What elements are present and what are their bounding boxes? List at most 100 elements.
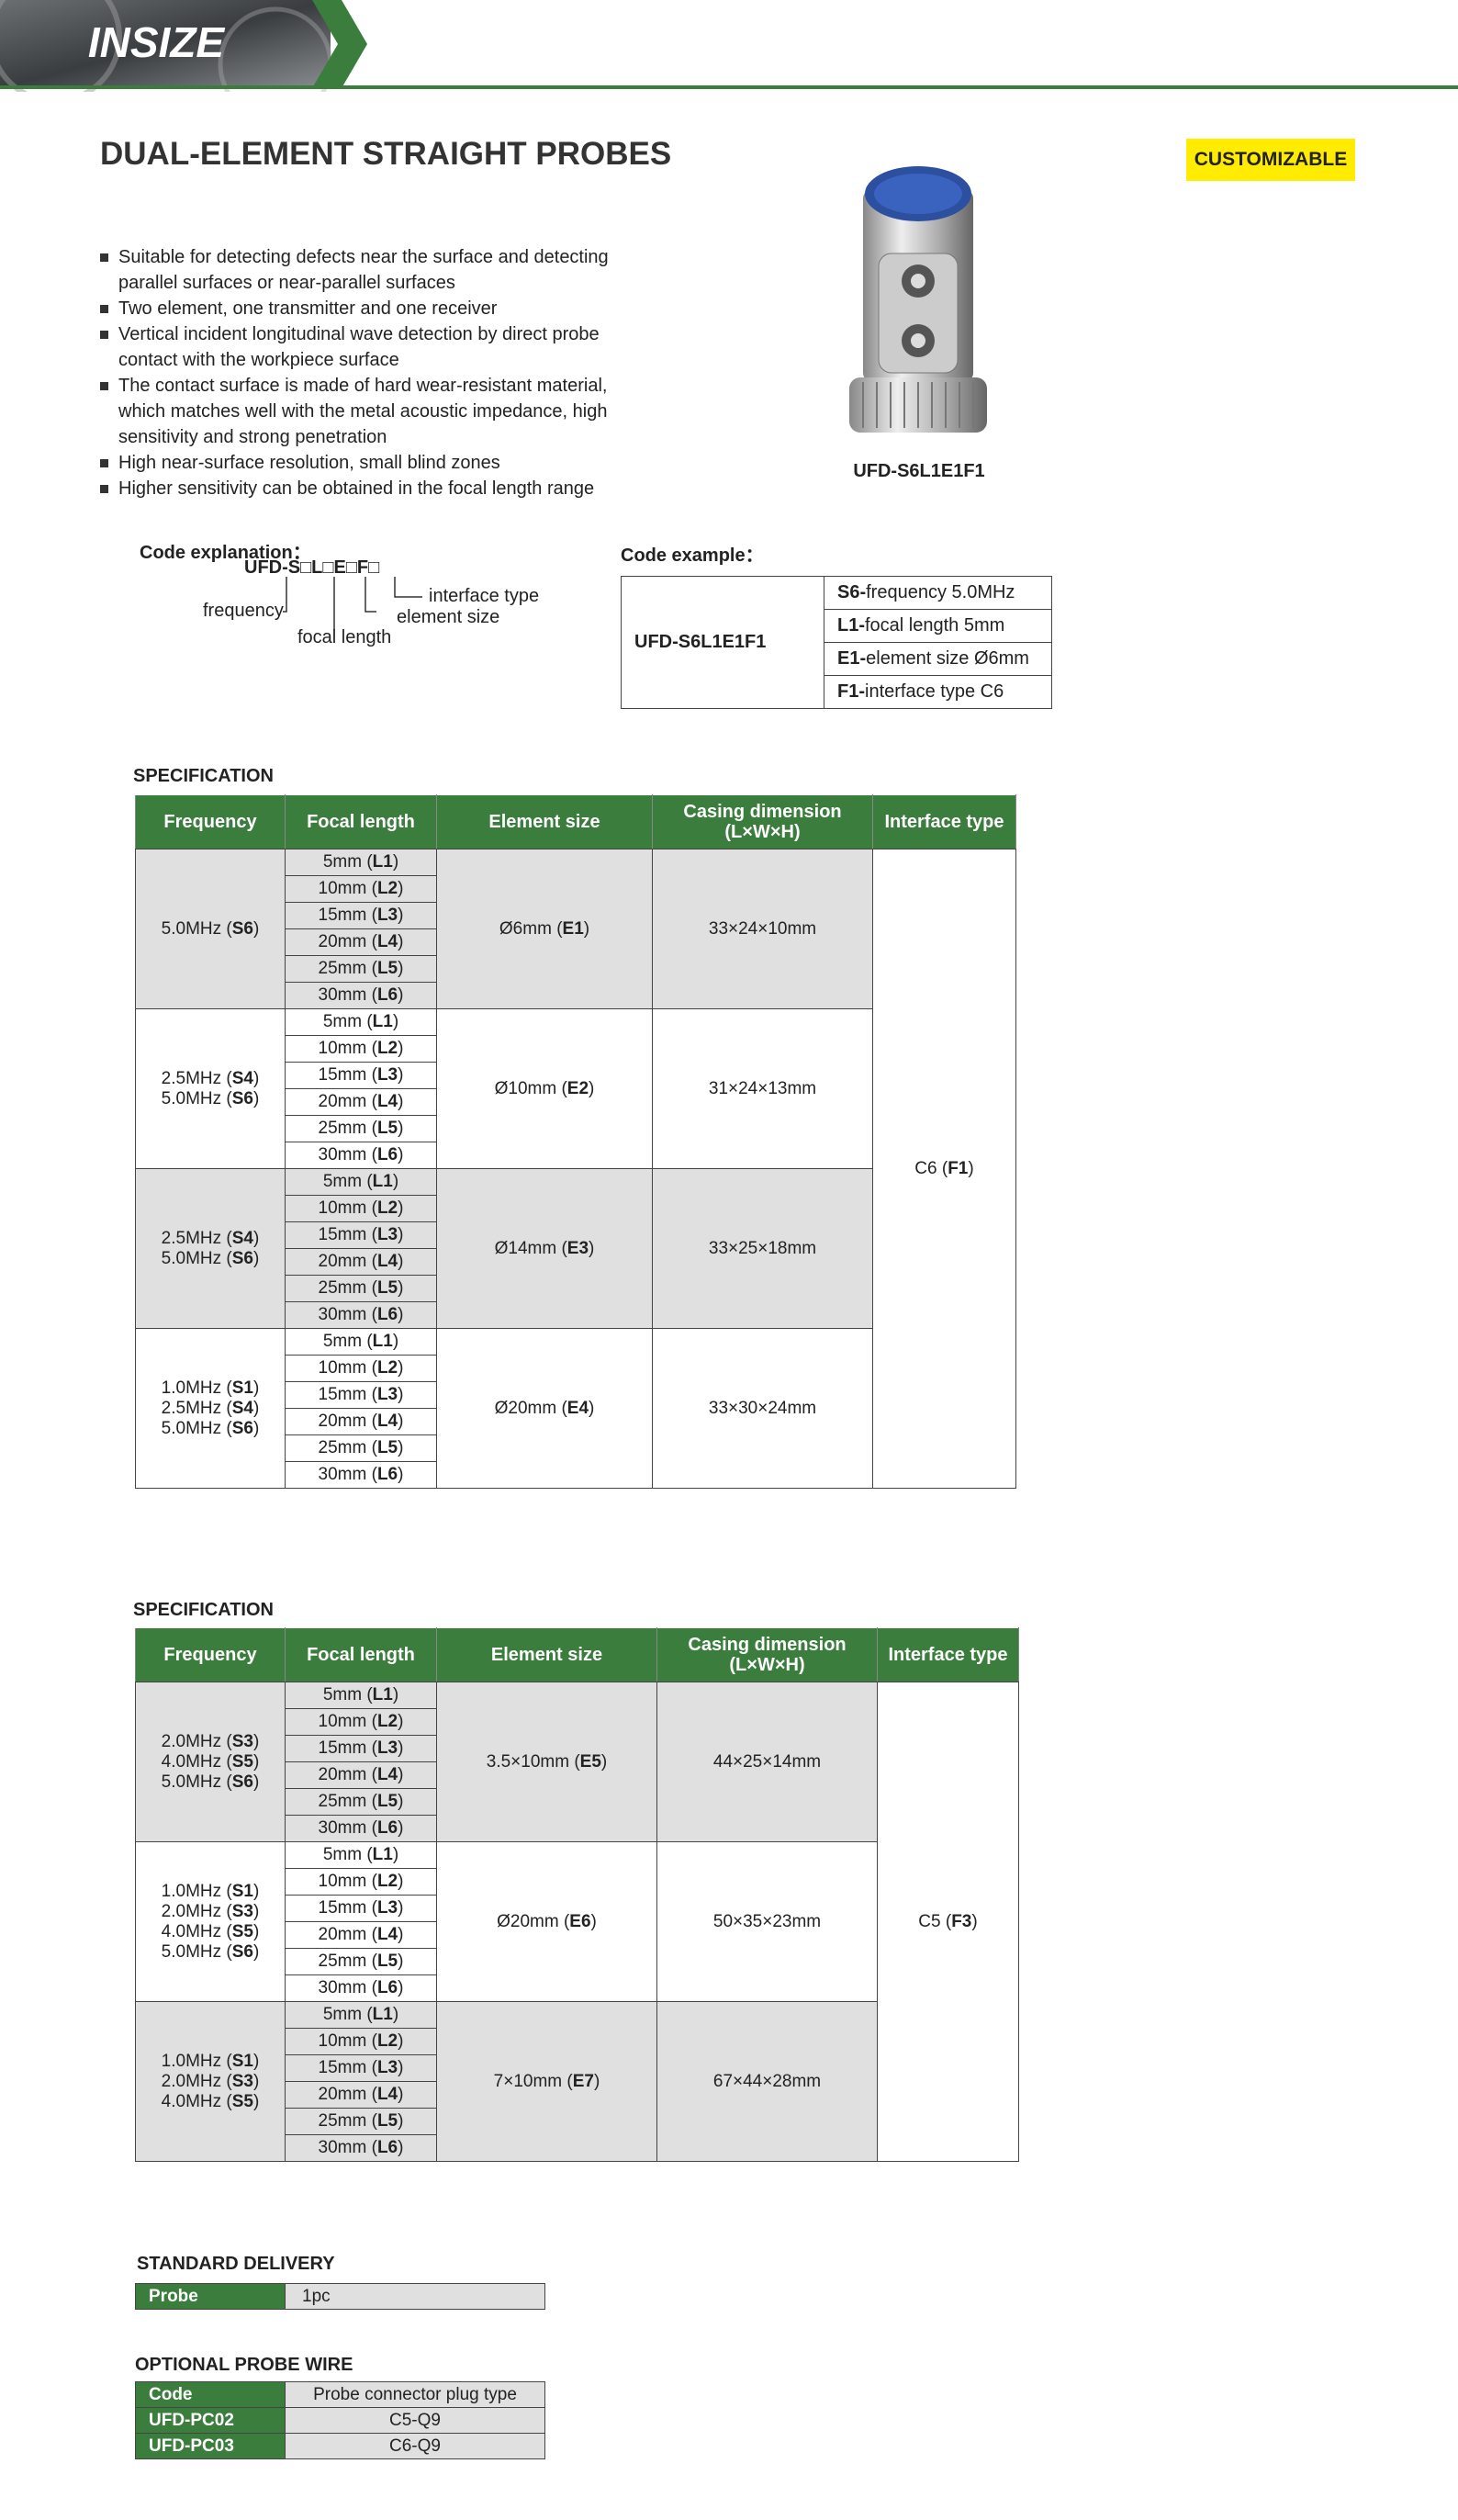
spec-row: 30mm (L6) bbox=[136, 1142, 1016, 1169]
example-text: interface type C6 bbox=[865, 681, 1004, 702]
feature-list: Suitable for detecting defects near the … bbox=[100, 244, 651, 501]
delivery-table: Probe 1pc bbox=[135, 2283, 545, 2310]
casing-dimension: 33×24×10mm bbox=[652, 849, 873, 1009]
focal-length: 30mm (L6) bbox=[285, 2134, 437, 2162]
column-header: Casing dimension (L×W×H) bbox=[652, 794, 873, 849]
focal-length: 15mm (L3) bbox=[285, 2054, 437, 2082]
spec-row: 30mm (L6) bbox=[136, 1301, 1016, 1329]
focal-length: 10mm (L2) bbox=[285, 1868, 437, 1896]
code-template: UFD-S□L□E□F□ bbox=[244, 557, 380, 578]
feature-item: Vertical incident longitudinal wave dete… bbox=[100, 321, 633, 373]
frequency: 1.0MHz (S1) bbox=[161, 1881, 260, 1901]
focal-length: 25mm (L5) bbox=[285, 1948, 437, 1975]
spec-row: 10mm (L2) bbox=[136, 875, 1016, 903]
logo: INSIZE bbox=[88, 18, 226, 66]
interface-type: C5 (F3) bbox=[877, 1682, 1019, 2162]
spec-row: 15mm (L3) bbox=[136, 2054, 1019, 2082]
element-size: Ø14mm (E3) bbox=[436, 1168, 653, 1329]
example-detail: E1-element size Ø6mm bbox=[824, 642, 1052, 676]
frequency: 2.0MHz (S3) bbox=[161, 2071, 260, 2091]
feature-item: Suitable for detecting defects near the … bbox=[100, 244, 633, 296]
column-header: Frequency bbox=[135, 794, 286, 849]
focal-length: 5mm (L1) bbox=[285, 1008, 437, 1036]
spec-row: 2.5MHz (S4) 5.0MHz (S6) 5mm (L1) Ø10mm (E2)… bbox=[135, 1008, 1016, 1169]
focal-length: 25mm (L5) bbox=[285, 2108, 437, 2135]
header-row: Frequency Focal length Element size Casing … bbox=[135, 1627, 1019, 1682]
header-banner: INSIZE bbox=[0, 0, 1458, 92]
frequency: 1.0MHz (S1) bbox=[161, 1378, 260, 1398]
frequency: 2.5MHz (S4) bbox=[161, 1068, 260, 1088]
frequency: 5.0MHz (S6) bbox=[161, 1772, 260, 1792]
frequency: 5.0MHz (S6) bbox=[161, 1088, 260, 1108]
focal-length: 20mm (L4) bbox=[285, 2081, 437, 2109]
spec-row: 25mm (L5) bbox=[136, 1788, 1019, 1816]
column-header: Interface type bbox=[877, 1627, 1019, 1682]
focal-length: 10mm (L2) bbox=[285, 1195, 437, 1222]
frequency: 1.0MHz (S1) bbox=[161, 2051, 260, 2071]
spec-row: 10mm (L2) bbox=[136, 2028, 1019, 2055]
focal-length: 5mm (L1) bbox=[285, 2001, 437, 2029]
focal-length: 5mm (L1) bbox=[285, 1328, 437, 1356]
spec-row: 25mm (L5) bbox=[136, 1434, 1016, 1462]
example-detail: F1-interface type C6 bbox=[824, 675, 1052, 709]
focal-length: 20mm (L4) bbox=[285, 1761, 437, 1789]
spec-row: 2.5MHz (S4) 5.0MHz (S6) 5mm (L1) Ø14mm (E3)… bbox=[135, 1168, 1016, 1329]
element-size: Ø10mm (E2) bbox=[436, 1008, 653, 1169]
code-explanation-title: Code explanation： bbox=[140, 543, 311, 563]
spec-head: Frequency Focal length Element size Casing … bbox=[135, 1627, 1019, 1682]
wire-header-cell: Probe connector plug type bbox=[285, 2381, 545, 2408]
frequency-cell: 1.0MHz (S1) 2.5MHz (S4) 5.0MHz (S6) bbox=[135, 1328, 286, 1489]
spec-row: 20mm (L4) bbox=[136, 1088, 1016, 1116]
example-row: F1-interface type C6 bbox=[622, 675, 1052, 709]
frequency: 2.0MHz (S3) bbox=[161, 1731, 260, 1751]
focal-length: 25mm (L5) bbox=[285, 1275, 437, 1302]
spec-row: 20mm (L4) bbox=[136, 2081, 1019, 2109]
spec-row: 1.0MHz (S1) 2.0MHz (S3) 4.0MHz (S5) 5.0MHz … bbox=[135, 1841, 1019, 2002]
wire-row: UFD-PC03 C6-Q9 bbox=[135, 2433, 545, 2459]
element-size: 7×10mm (E7) bbox=[436, 2001, 657, 2162]
casing-dimension: 33×25×18mm bbox=[652, 1168, 873, 1329]
product-image bbox=[849, 166, 987, 433]
spec-row: 10mm (L2) bbox=[136, 1355, 1016, 1382]
spec-row: 2.0MHz (S3) 4.0MHz (S5) 5.0MHz (S6) 5mm (L1… bbox=[135, 1682, 1019, 2162]
element-size: 3.5×10mm (E5) bbox=[436, 1682, 657, 1842]
code-label: frequency bbox=[203, 601, 284, 621]
page-title: DUAL-ELEMENT STRAIGHT PROBES bbox=[100, 136, 672, 172]
spec-row: 25mm (L5) bbox=[136, 955, 1016, 983]
product-caption: UFD-S6L1E1F1 bbox=[853, 461, 985, 481]
code-example-title: Code example： bbox=[621, 546, 764, 566]
spec-body: 2.0MHz (S3) 4.0MHz (S5) 5.0MHz (S6) 5mm (L1… bbox=[135, 1682, 1019, 2162]
focal-length: 15mm (L3) bbox=[285, 1895, 437, 1922]
column-header: Interface type bbox=[872, 794, 1016, 849]
frequency-cell: 1.0MHz (S1) 2.0MHz (S3) 4.0MHz (S5) bbox=[135, 2001, 286, 2162]
frequency: 2.0MHz (S3) bbox=[161, 1901, 260, 1921]
frequency: 5.0MHz (S6) bbox=[161, 1941, 260, 1962]
column-header: Focal length bbox=[285, 794, 437, 849]
spec-row: 20mm (L4) bbox=[136, 928, 1016, 956]
spec-row: 30mm (L6) bbox=[136, 1815, 1019, 1842]
example-row: UFD-S6L1E1F1 S6-frequency 5.0MHz bbox=[621, 576, 1052, 709]
focal-length: 30mm (L6) bbox=[285, 1461, 437, 1489]
spec-row: 15mm (L3) bbox=[136, 1895, 1019, 1922]
focal-length: 20mm (L4) bbox=[285, 1921, 437, 1949]
code-example-table: UFD-S6L1E1F1 S6-frequency 5.0MHz L1-focal … bbox=[621, 576, 1052, 709]
frequency-cell: 1.0MHz (S1) 2.0MHz (S3) 4.0MHz (S5) 5.0MHz … bbox=[135, 1841, 286, 2002]
header-row: Frequency Focal length Element size Casing … bbox=[135, 794, 1016, 849]
casing-dimension: 50×35×23mm bbox=[656, 1841, 878, 2002]
focal-length: 5mm (L1) bbox=[285, 1682, 437, 1709]
focal-length: 30mm (L6) bbox=[285, 1815, 437, 1842]
focal-length: 5mm (L1) bbox=[285, 849, 437, 876]
wire-header-cell: Code bbox=[135, 2381, 286, 2408]
customizable-badge: CUSTOMIZABLE bbox=[1186, 139, 1355, 181]
example-code: E1- bbox=[837, 648, 867, 669]
focal-length: 20mm (L4) bbox=[285, 928, 437, 956]
focal-length: 10mm (L2) bbox=[285, 1355, 437, 1382]
wire-header: Code Probe connector plug type bbox=[135, 2381, 545, 2408]
focal-length: 30mm (L6) bbox=[285, 1301, 437, 1329]
spec-row: 15mm (L3) bbox=[136, 1735, 1019, 1762]
code-label: interface type bbox=[429, 586, 540, 606]
frequency-cell: 2.5MHz (S4) 5.0MHz (S6) bbox=[135, 1008, 286, 1169]
code-label: focal length bbox=[297, 627, 392, 647]
focal-length: 20mm (L4) bbox=[285, 1088, 437, 1116]
focal-length: 10mm (L2) bbox=[285, 1035, 437, 1063]
